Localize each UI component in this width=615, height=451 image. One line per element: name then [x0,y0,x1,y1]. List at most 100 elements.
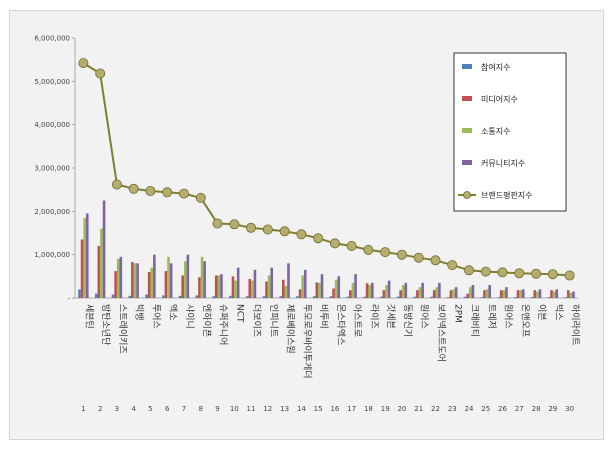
bar [320,274,324,298]
y-tick-label: 6,000,000 [34,35,70,43]
bar [346,296,350,298]
bar [203,261,206,298]
bar [387,280,391,298]
bar [78,289,81,298]
bar [447,297,450,298]
x-category-label: 방탄소년단 [100,304,111,345]
x-category-label: 온앤오프 [519,304,530,337]
x-index-label: 5 [148,405,152,413]
line-point [245,222,256,233]
legend-label: 소통지수 [481,127,510,136]
bar [432,290,436,298]
bar [315,282,319,298]
bar-series [78,200,575,298]
x-index-label: 17 [347,405,356,413]
bar [555,289,559,298]
bar [229,295,232,298]
y-tick-label: 5,000,000 [34,78,70,86]
line-point [195,192,206,203]
line-point [514,268,525,279]
x-category-label: 샤이니 [184,304,195,329]
x-category-label: 세븐틴 [83,304,94,329]
bar [454,287,458,298]
line-point [564,270,575,281]
bar [296,296,299,298]
bar [332,288,335,298]
bar [430,296,433,298]
bar [131,262,134,298]
legend-label: 브랜드평판지수 [481,190,533,200]
line-point [212,218,223,229]
bar [385,285,388,298]
y-tick-label: 1,000,000 [34,251,70,259]
x-category-label: 하이라이트 [570,304,581,345]
bar [452,289,455,298]
bar [147,272,151,298]
x-index-label: 8 [199,405,203,413]
bar [365,283,369,298]
line-point [547,269,558,280]
bar [547,297,551,298]
bar [262,296,266,298]
line-point [229,219,240,230]
x-category-label: 엑소 [167,304,179,321]
y-axis: - 1,000,000 2,000,000 3,000,000 4,000,000 5,0… [34,35,578,303]
bar [150,267,154,298]
bar [416,290,419,298]
bar [136,263,139,298]
x-category-label: 아스트로 [352,304,363,337]
bar [334,279,338,298]
bar [368,285,372,298]
line-point [480,266,491,277]
bar [236,267,240,298]
bar [94,293,98,298]
y-tick-label: 2,000,000 [34,208,70,216]
line-point [262,224,273,235]
bar [371,282,374,298]
x-category-label: 몬스타엑스 [335,304,347,345]
bar [164,271,168,298]
bar [287,263,290,298]
x-index-label: 2 [98,405,102,413]
bar [401,285,405,298]
legend-label: 커뮤니티지수 [481,158,525,168]
line-point [497,267,508,278]
x-category-label: 스트레이키즈 [117,304,128,354]
bar [469,287,472,298]
bar [162,295,165,298]
bar [212,296,215,298]
x-category-label: 비투비 [318,304,329,329]
bar [85,213,89,298]
x-index-label: 24 [465,405,474,413]
bar [284,285,288,298]
x-category-label: 라이즈 [368,304,379,329]
bar [97,246,101,298]
legend-swatch-marker [463,191,471,199]
legend-swatch [462,64,472,69]
bar [133,263,137,298]
legend-swatch [462,128,472,133]
bar [318,282,321,298]
x-category-label: 투어스 [150,304,161,329]
x-index-label: 7 [182,405,186,413]
x-category-label: 원어스 [419,304,430,329]
x-index-label: 18 [364,405,373,413]
x-index-label: 16 [330,405,339,413]
bar [214,275,218,298]
bar [463,296,467,298]
legend-swatch [462,96,472,101]
bar [337,276,341,298]
bar [248,278,252,298]
bar [505,287,508,298]
bar [502,290,506,298]
x-index-label: 3 [115,405,119,413]
bar [379,296,383,298]
bar [128,295,132,298]
line-point [413,252,424,263]
line-point [78,58,89,69]
x-category-label: 트레저 [486,304,497,329]
x-index-label: 27 [515,405,524,413]
x-index-label: 12 [263,405,272,413]
chart-frame: - 1,000,000 2,000,000 3,000,000 4,000,000 5,0… [9,10,604,440]
